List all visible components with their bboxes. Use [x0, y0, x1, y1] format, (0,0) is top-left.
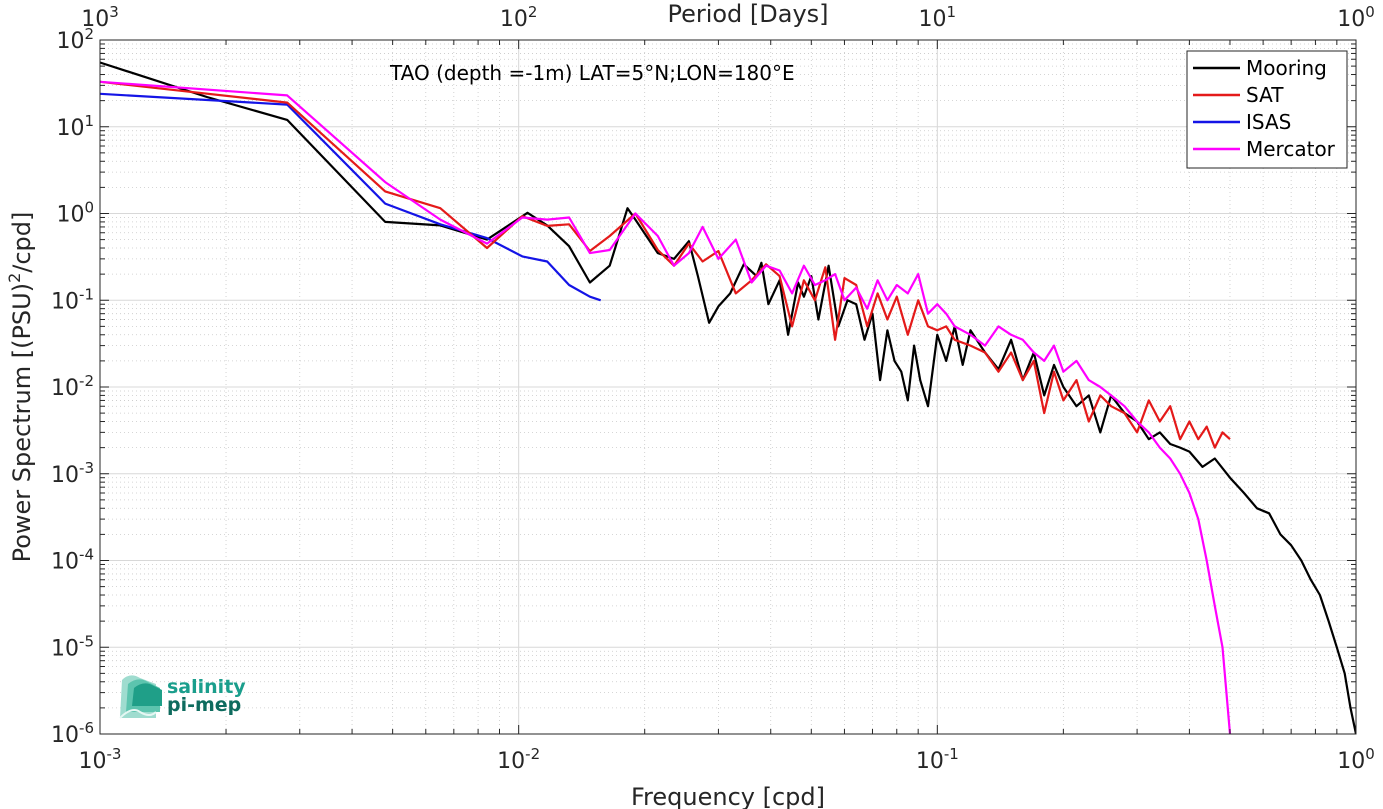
x-tick-label-exponent: 0	[1365, 745, 1375, 763]
y-tick-label: 101	[56, 112, 94, 141]
top-tick-label: 103	[81, 3, 119, 32]
x-tick-label-base: 10	[916, 749, 944, 774]
series-line-sat	[100, 80, 1231, 449]
x-axis-title: Frequency [cpd]	[631, 783, 825, 809]
y-tick-label-base: 10	[51, 376, 79, 401]
x-tick-label: 10-3	[79, 745, 122, 774]
y-axis-title-unit: /cpd]	[8, 212, 36, 273]
y-tick-label: 10-5	[51, 632, 94, 661]
series-layer	[100, 61, 1356, 734]
x-tick-label: 10-2	[497, 745, 540, 774]
legend-label-mooring: Mooring	[1246, 56, 1327, 80]
series-line-mooring	[100, 61, 1356, 734]
series-line-isas	[100, 92, 602, 302]
top-tick-label-exponent: 0	[1365, 3, 1375, 21]
y-tick-label-base: 10	[56, 203, 84, 228]
top-tick-label-base: 10	[81, 7, 109, 32]
y-tick-label-base: 10	[56, 29, 84, 54]
plot-title: TAO (depth =-1m) LAT=5°N;LON=180°E	[389, 61, 795, 85]
y-tick-label-exponent: 0	[84, 199, 94, 217]
logo-text-salinity: salinity	[167, 676, 246, 698]
x-tick-label-exponent: -1	[944, 745, 959, 763]
legend-label-sat: SAT	[1246, 83, 1284, 107]
minor-grid	[100, 40, 1356, 734]
x-tick-label-base: 10	[79, 749, 107, 774]
y-tick-label-exponent: 2	[84, 25, 94, 43]
y-tick-label-exponent: -3	[79, 459, 94, 477]
y-tick-label: 10-1	[51, 285, 94, 314]
y-tick-label-exponent: -4	[79, 546, 94, 564]
y-tick-label-exponent: 1	[84, 112, 94, 130]
y-tick-label: 10-3	[51, 459, 94, 488]
logo-text-pi-mep: pi-mep	[167, 694, 241, 716]
x-tick-label-base: 10	[497, 749, 525, 774]
top-tick-label: 100	[1337, 3, 1375, 32]
y-tick-label-exponent: -6	[79, 719, 94, 737]
x-tick-label-exponent: -3	[107, 745, 122, 763]
y-tick-label-base: 10	[51, 463, 79, 488]
x-tick-label-exponent: -2	[525, 745, 540, 763]
top-tick-label-base: 10	[500, 7, 528, 32]
y-tick-label-base: 10	[51, 723, 79, 748]
y-tick-label-base: 10	[51, 636, 79, 661]
y-axis-title-superscript: 2	[5, 273, 24, 283]
y-tick-label-base: 10	[51, 550, 79, 575]
top-tick-label: 102	[500, 3, 538, 32]
x-tick-label-base: 10	[1337, 749, 1365, 774]
legend-label-mercator: Mercator	[1246, 137, 1336, 161]
waves-logo-icon	[119, 675, 162, 719]
salinity-pi-mep-logo: salinity pi-mep	[119, 675, 246, 719]
y-tick-label: 10-6	[51, 719, 94, 748]
y-tick-label: 10-2	[51, 372, 94, 401]
y-axis-title: Power Spectrum [(PSU)2/cpd]	[5, 212, 36, 563]
y-tick-label-base: 10	[51, 289, 79, 314]
top-tick-label-exponent: 3	[109, 3, 119, 21]
x-tick-label: 10-1	[916, 745, 959, 774]
y-tick-label: 10-4	[51, 546, 94, 575]
top-tick-label-base: 10	[919, 7, 947, 32]
x-tick-label: 100	[1337, 745, 1375, 774]
y-tick-label: 102	[56, 25, 94, 54]
top-axis-title: Period [Days]	[667, 0, 828, 28]
top-tick-label-exponent: 2	[528, 3, 538, 21]
y-tick-label-base: 10	[56, 116, 84, 141]
legend: Mooring SAT ISAS Mercator	[1186, 50, 1348, 169]
y-tick-label-exponent: -5	[79, 632, 94, 650]
top-tick-label: 101	[919, 3, 957, 32]
top-tick-label-base: 10	[1337, 7, 1365, 32]
y-tick-label-exponent: -2	[79, 372, 94, 390]
y-tick-label-exponent: -1	[79, 285, 94, 303]
y-tick-label: 100	[56, 199, 94, 228]
top-tick-label-exponent: 1	[947, 3, 957, 21]
legend-label-isas: ISAS	[1246, 110, 1291, 134]
series-line-mercator	[100, 80, 1232, 734]
axis-ticks	[99, 39, 1357, 735]
y-axis-title-main: Power Spectrum [(PSU)	[8, 283, 36, 562]
